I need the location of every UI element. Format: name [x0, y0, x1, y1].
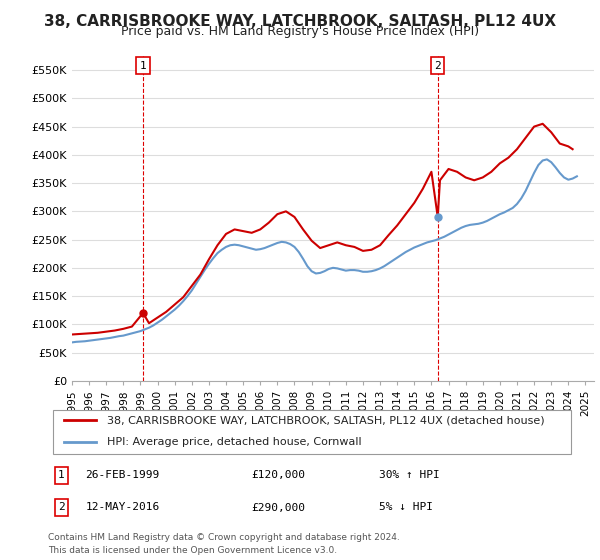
Text: 26-FEB-1999: 26-FEB-1999 [85, 470, 160, 480]
Text: Contains HM Land Registry data © Crown copyright and database right 2024.: Contains HM Land Registry data © Crown c… [48, 533, 400, 542]
Text: 1: 1 [58, 470, 65, 480]
Text: 38, CARRISBROOKE WAY, LATCHBROOK, SALTASH, PL12 4UX (detached house): 38, CARRISBROOKE WAY, LATCHBROOK, SALTAS… [107, 415, 544, 425]
Text: 12-MAY-2016: 12-MAY-2016 [85, 502, 160, 512]
Text: £120,000: £120,000 [251, 470, 305, 480]
Text: 38, CARRISBROOKE WAY, LATCHBROOK, SALTASH, PL12 4UX: 38, CARRISBROOKE WAY, LATCHBROOK, SALTAS… [44, 14, 556, 29]
Text: 5% ↓ HPI: 5% ↓ HPI [379, 502, 433, 512]
Text: 2: 2 [58, 502, 65, 512]
Text: Price paid vs. HM Land Registry's House Price Index (HPI): Price paid vs. HM Land Registry's House … [121, 25, 479, 38]
Text: HPI: Average price, detached house, Cornwall: HPI: Average price, detached house, Corn… [107, 437, 361, 447]
Text: £290,000: £290,000 [251, 502, 305, 512]
Text: 1: 1 [140, 60, 146, 71]
Text: 2: 2 [434, 60, 441, 71]
FancyBboxPatch shape [53, 409, 571, 454]
Text: This data is licensed under the Open Government Licence v3.0.: This data is licensed under the Open Gov… [48, 546, 337, 555]
Text: 30% ↑ HPI: 30% ↑ HPI [379, 470, 440, 480]
